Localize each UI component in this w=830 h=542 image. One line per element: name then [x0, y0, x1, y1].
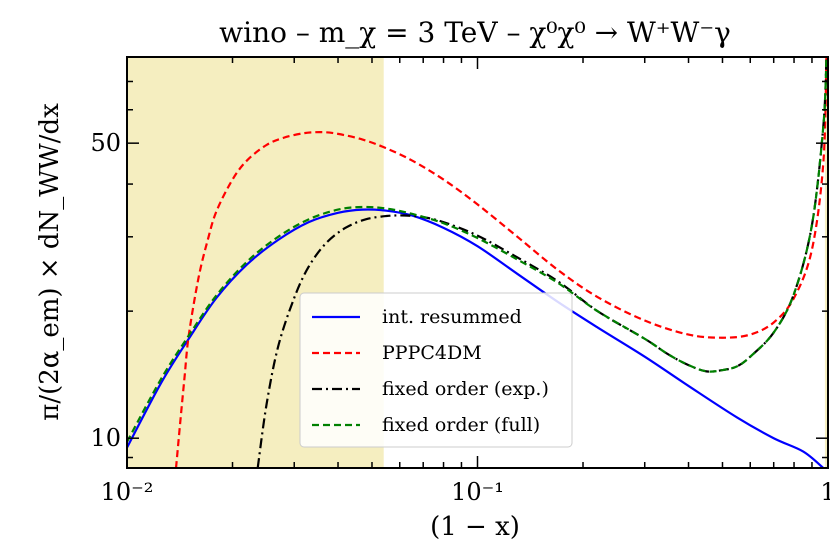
x-tick-label: 1	[820, 478, 830, 506]
series-line-0	[127, 208, 825, 468]
legend: int. resummed PPPC4DM fixed order (exp.) fi…	[299, 292, 573, 448]
axis-ticks: 10⁻² 10⁻¹ 1 10 50	[90, 56, 830, 506]
plot-frame	[126, 56, 829, 469]
y-axis-label: π/(2α_em) × dN_WW/dx	[35, 103, 65, 421]
shaded-region-1	[824, 57, 828, 468]
x-tick-label: 10⁻¹	[451, 478, 504, 506]
chart-title: wino – m_χ = 3 TeV – χ⁰χ⁰ → W⁺W⁻γ	[219, 16, 731, 49]
legend-label-0: int. resummed	[382, 306, 522, 328]
series-line-3	[127, 57, 828, 443]
legend-label-3: fixed order (full)	[382, 414, 540, 436]
x-axis-label: (1 − x)	[430, 512, 520, 542]
y-tick-label: 50	[90, 129, 121, 157]
y-tick-label: 10	[90, 424, 121, 452]
series-curves	[127, 57, 828, 468]
legend-label-1: PPPC4DM	[382, 342, 482, 364]
series-line-1	[174, 57, 828, 468]
x-tick-label: 10⁻²	[101, 478, 154, 506]
legend-box	[299, 292, 573, 448]
legend-label-2: fixed order (exp.)	[382, 378, 549, 400]
